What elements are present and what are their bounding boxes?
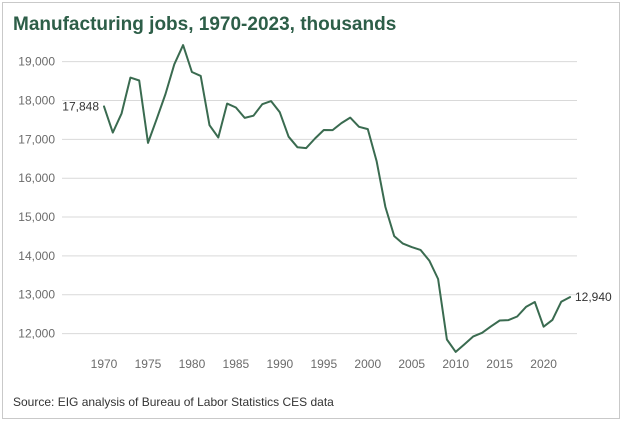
y-tick-label: 14,000: [18, 249, 55, 263]
data-label: 12,940: [575, 290, 612, 304]
y-tick-label: 18,000: [18, 94, 55, 108]
x-axis-ticks: 1970 1975 1980 1985 1990 1995 2000 2005 2010 2015…: [91, 357, 558, 371]
y-tick-label: 16,000: [18, 171, 55, 185]
annotations: 17,848 12,940: [62, 99, 612, 304]
y-tick-label: 17,000: [18, 132, 55, 146]
series-line: [103, 44, 571, 353]
data-label: 17,848: [62, 99, 99, 113]
y-tick-label: 19,000: [18, 55, 55, 69]
x-tick-label: 1975: [135, 357, 162, 371]
x-tick-label: 2010: [442, 357, 469, 371]
y-tick-label: 12,000: [18, 327, 55, 341]
chart-card: [2, 2, 620, 419]
x-tick-label: 2015: [486, 357, 513, 371]
y-tick-label: 13,000: [18, 288, 55, 302]
x-tick-label: 1970: [91, 357, 118, 371]
x-tick-label: 1980: [179, 357, 206, 371]
chart-title: Manufacturing jobs, 1970-2023, thousands: [13, 14, 397, 35]
x-tick-label: 1985: [223, 357, 250, 371]
x-tick-label: 1990: [266, 357, 293, 371]
y-tick-label: 15,000: [18, 210, 55, 224]
series: [103, 44, 571, 353]
gridlines: [62, 61, 577, 335]
x-tick-label: 2020: [530, 357, 557, 371]
x-tick-label: 1995: [310, 357, 337, 371]
x-tick-label: 2005: [398, 357, 425, 371]
y-axis-ticks: 12,000 13,000 14,000 15,000 16,000 17,000 18,0…: [18, 55, 55, 341]
x-tick-label: 2000: [354, 357, 381, 371]
source-note: Source: EIG analysis of Bureau of Labor …: [13, 395, 334, 409]
